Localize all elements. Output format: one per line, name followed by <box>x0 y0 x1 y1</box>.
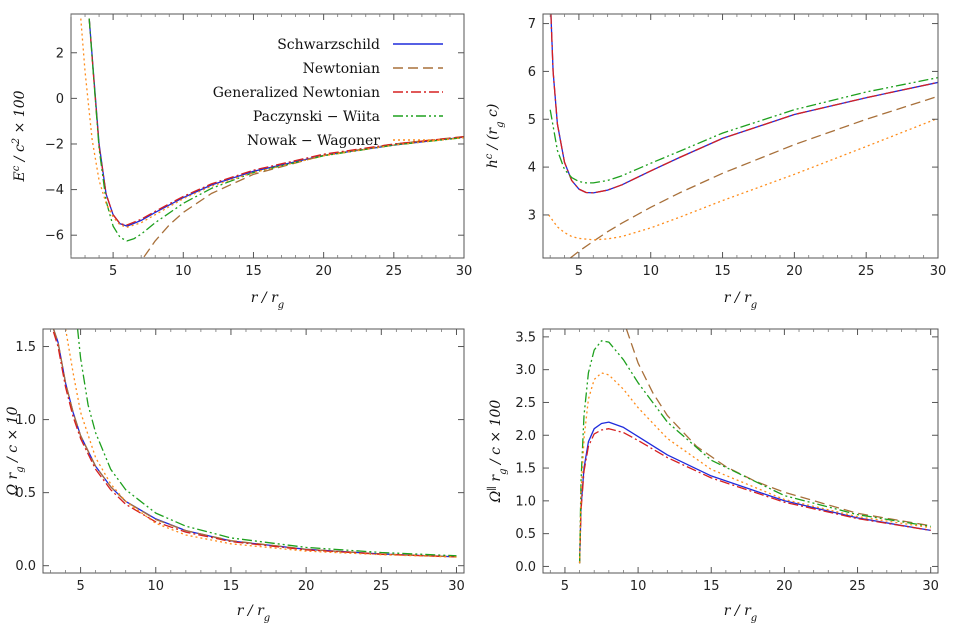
y-axis-label: hc / (rg c) <box>484 104 506 169</box>
panel-omega_parallel: 5 10 15 20 25 30 0.0 0.5 1.0 1.5 2.0 2.5 3.0 3.5 r / r… <box>486 328 939 624</box>
series-line-newtonian <box>52 329 457 558</box>
series-line-schwarzschild <box>550 14 938 194</box>
x-tick-label: 20 <box>315 264 332 279</box>
series-line-nowak_wagoner <box>548 117 938 241</box>
y-tick-label: 3 <box>528 208 536 223</box>
plot-frame <box>542 328 939 574</box>
x-tick-label: 25 <box>858 264 875 279</box>
x-tick-label: 5 <box>109 264 117 279</box>
y-tick-label: 0.5 <box>515 527 536 542</box>
y-tick-label: 6 <box>528 65 536 80</box>
y-tick-label: −2 <box>45 137 64 152</box>
x-tick-label: 30 <box>448 579 465 594</box>
x-tick-label: 5 <box>561 579 569 594</box>
x-tick-label: 10 <box>642 264 659 279</box>
y-tick-label: 0 <box>56 92 64 107</box>
x-tick-label: 25 <box>849 579 866 594</box>
y-tick-label: 1.0 <box>15 413 36 428</box>
series-line-paczynski_wiita <box>549 76 938 184</box>
y-tick-label: 2 <box>56 46 64 61</box>
legend-label-newtonian: Newtonian <box>303 61 380 77</box>
panel-omega: 5 10 15 20 25 30 0.0 0.5 1.0 1.5 r / rg Ω rg / c × … <box>5 328 465 624</box>
series-line-paczynski_wiita <box>76 329 457 557</box>
legend: Schwarzschild Newtonian Generalized Newton… <box>213 37 443 149</box>
y-tick-label: 0.5 <box>15 486 36 501</box>
x-axis-label: r / rg <box>724 603 757 624</box>
x-tick-label: 15 <box>703 579 720 594</box>
y-tick-label: 2.0 <box>515 429 536 444</box>
y-tick-label: 3.0 <box>515 363 536 378</box>
y-tick-label: −4 <box>45 183 64 198</box>
series-line-paczynski_wiita <box>88 18 464 242</box>
series-line-newtonian <box>569 95 938 258</box>
x-tick-label: 20 <box>786 264 803 279</box>
x-axis-label: r / rg <box>724 290 757 311</box>
x-tick-label: 10 <box>630 579 647 594</box>
panel-angular_momentum: 5 10 15 20 25 30 3 4 5 6 7 r / rg hc / (rg c) <box>484 13 947 311</box>
x-tick-label: 15 <box>714 264 731 279</box>
series-line-generalized_newtonian <box>52 331 457 558</box>
legend-label-nowak_wagoner: Nowak − Wagoner <box>247 133 380 149</box>
series-line-generalized_newtonian <box>550 14 938 194</box>
series-line-nowak_wagoner <box>578 372 931 564</box>
y-tick-label: 0.0 <box>15 559 36 574</box>
y-axis-label: Ω∥ rg / c × 100 <box>486 400 509 504</box>
x-tick-label: 15 <box>245 264 262 279</box>
series-line-schwarzschild <box>52 329 457 558</box>
series-line-newtonian <box>143 135 464 258</box>
plot-frame <box>542 13 939 259</box>
legend-label-schwarzschild: Schwarzschild <box>277 37 380 53</box>
y-tick-label: 1.5 <box>15 340 36 355</box>
y-tick-label: 4 <box>528 161 536 176</box>
y-tick-label: 3.5 <box>515 330 536 345</box>
series-line-generalized_newtonian <box>578 428 931 564</box>
y-axis-label: Ω rg / c × 10 <box>5 406 26 496</box>
y-tick-label: 1.0 <box>515 494 536 509</box>
x-tick-label: 25 <box>373 579 390 594</box>
legend-label-generalized_newtonian: Generalized Newtonian <box>213 85 380 101</box>
x-axis-label: r / rg <box>237 603 270 624</box>
x-axis-label: r / rg <box>251 290 284 311</box>
x-tick-label: 5 <box>76 579 84 594</box>
x-tick-label: 10 <box>147 579 164 594</box>
x-tick-label: 10 <box>175 264 192 279</box>
x-tick-label: 25 <box>386 264 403 279</box>
y-tick-label: 2.5 <box>515 396 536 411</box>
x-tick-label: 30 <box>922 579 939 594</box>
y-tick-label: 7 <box>528 17 536 32</box>
x-tick-label: 30 <box>456 264 473 279</box>
x-tick-label: 15 <box>223 579 240 594</box>
y-tick-label: −6 <box>45 229 64 244</box>
x-tick-label: 20 <box>298 579 315 594</box>
x-tick-label: 5 <box>575 264 583 279</box>
y-tick-label: 5 <box>528 113 536 128</box>
x-tick-label: 30 <box>930 264 947 279</box>
series-line-newtonian <box>625 329 931 527</box>
legend-label-paczynski_wiita: Paczynski − Wiita <box>253 109 380 125</box>
plot-frame <box>42 328 465 574</box>
y-tick-label: 0.0 <box>515 560 536 575</box>
series-line-paczynski_wiita <box>578 340 931 564</box>
y-tick-label: 1.5 <box>515 462 536 477</box>
series-line-nowak_wagoner <box>64 329 457 558</box>
x-tick-label: 20 <box>776 579 793 594</box>
y-axis-label: Ec / c2 × 100 <box>11 90 29 182</box>
